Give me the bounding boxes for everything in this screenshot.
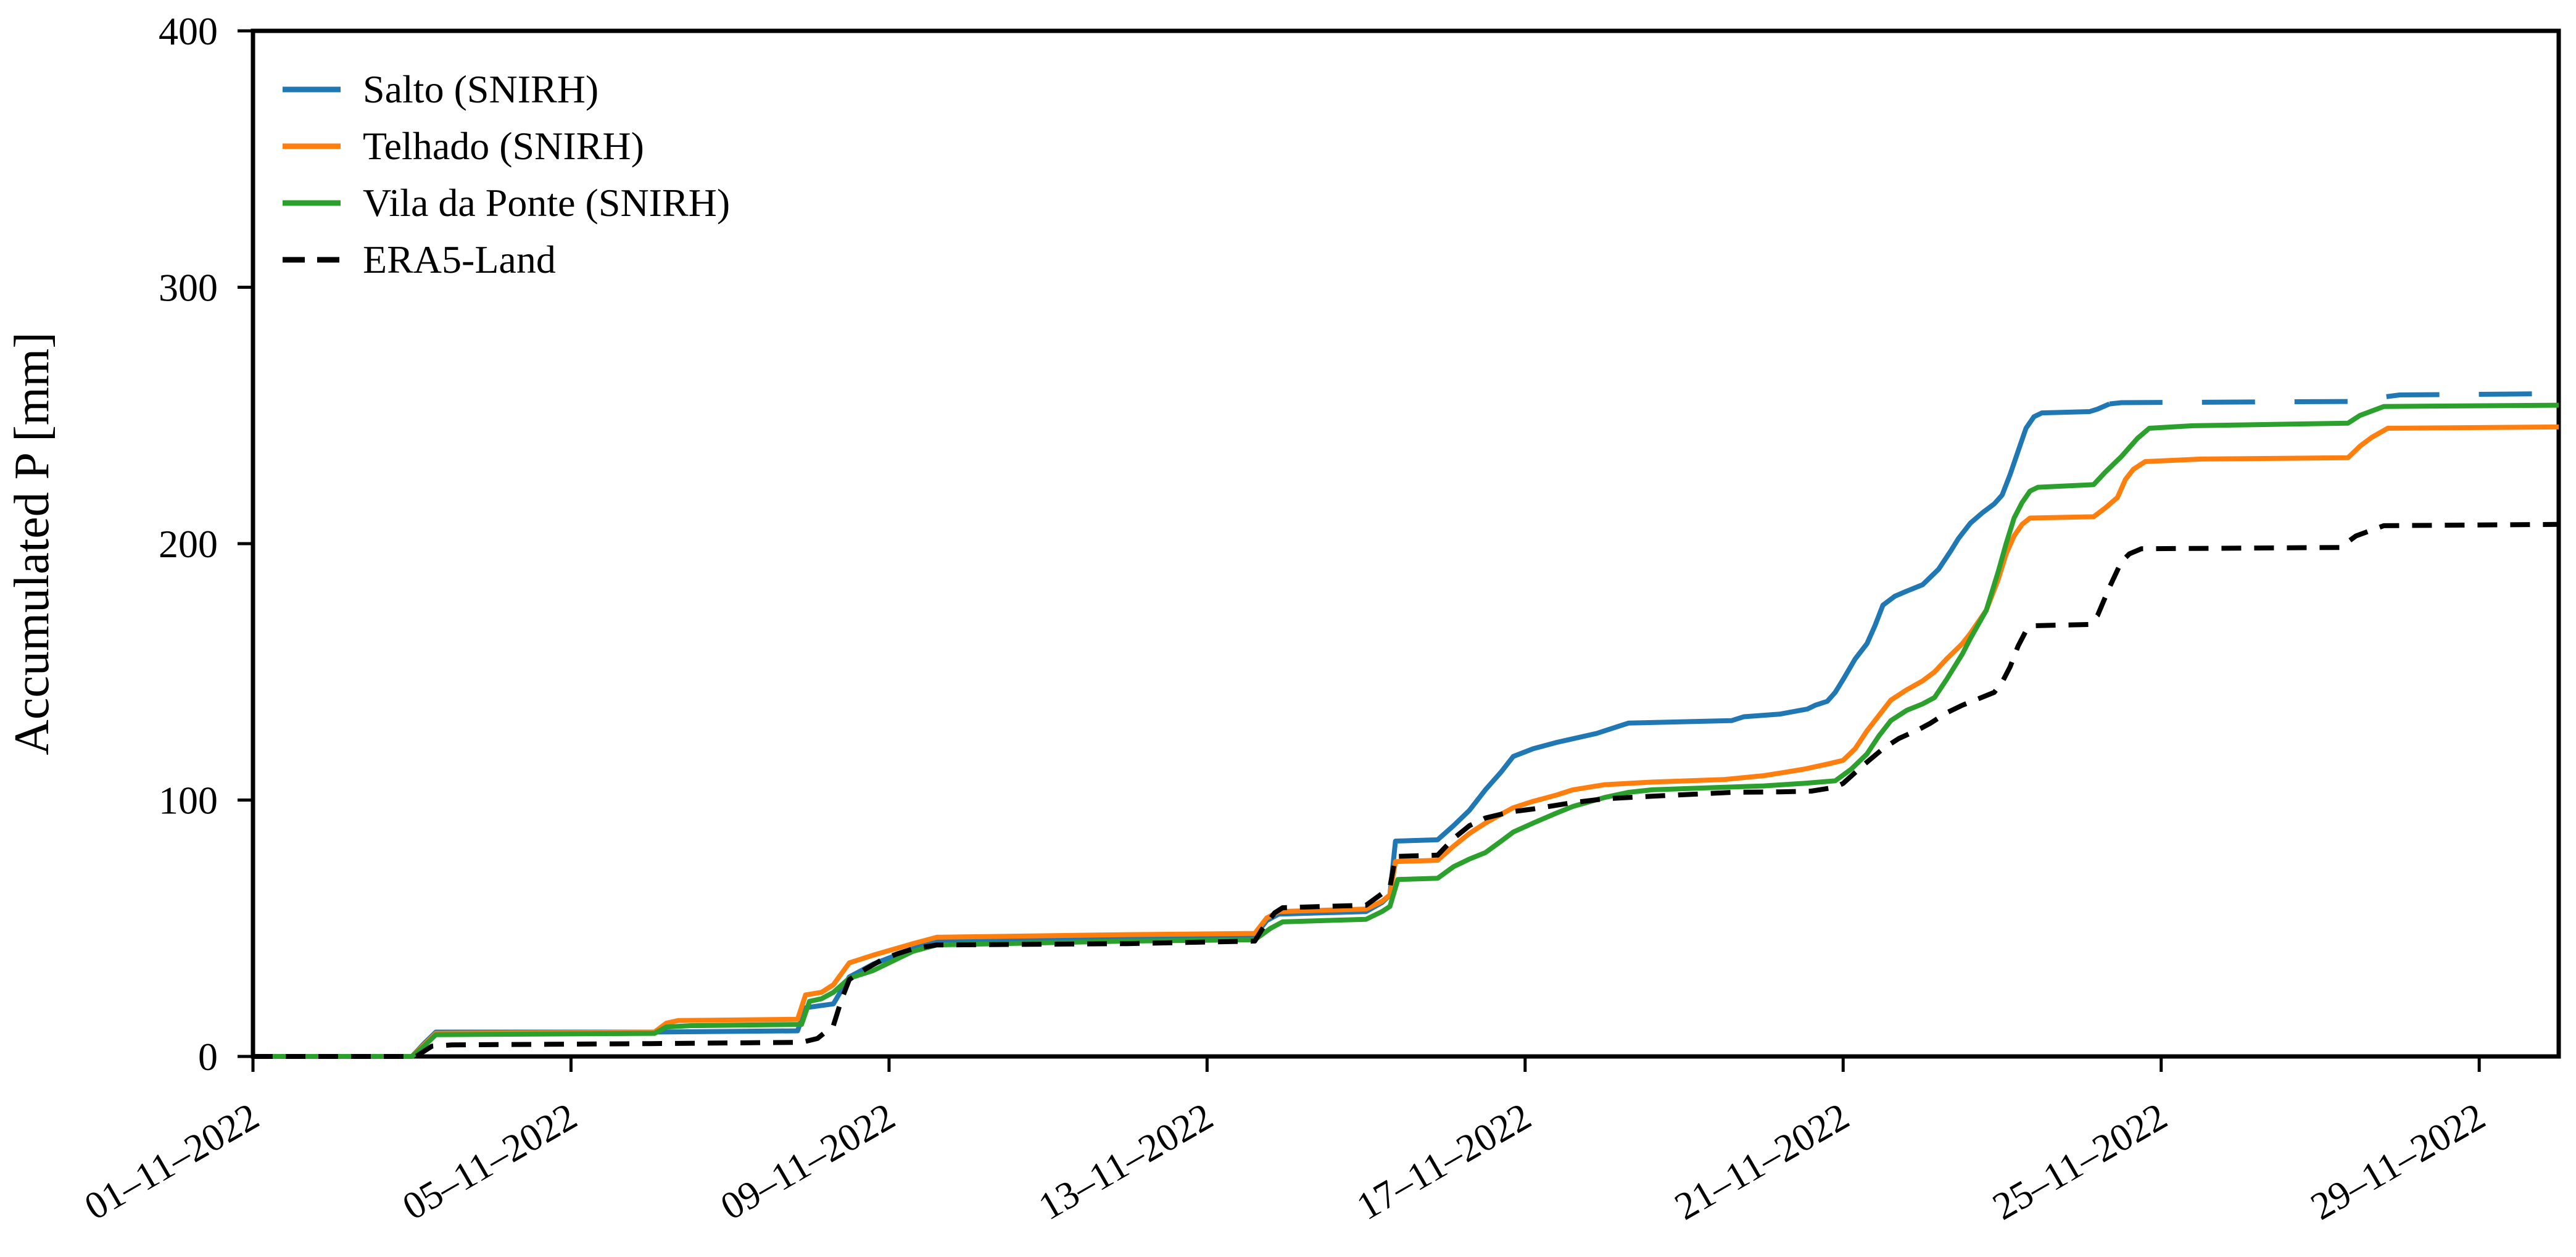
x-tick-label: 25–11–2022 [1986, 1095, 2174, 1229]
series-line-salto-snirh [253, 401, 2111, 1059]
y-tick-label: 200 [159, 522, 218, 566]
x-tick-label: 09–11–2022 [713, 1095, 902, 1229]
y-tick-label: 100 [159, 779, 218, 823]
x-tick-label: 21–11–2022 [1667, 1095, 1856, 1229]
series-line-era5-land [253, 521, 2559, 1059]
legend-label: Vila da Ponte (SNIRH) [363, 181, 730, 225]
x-tick-label: 01–11–2022 [77, 1095, 266, 1229]
y-tick-label: 0 [198, 1035, 218, 1079]
legend-label: Telhado (SNIRH) [363, 124, 644, 168]
legend-label: ERA5-Land [363, 238, 556, 281]
y-axis-title: Accumulated P [mm] [5, 332, 59, 755]
series-line-telhado-snirh [253, 424, 2559, 1059]
x-tick-label: 13–11–2022 [1032, 1095, 1220, 1229]
y-tick-label: 400 [159, 9, 218, 53]
x-tick-label: 17–11–2022 [1349, 1095, 1538, 1229]
x-tick-label: 05–11–2022 [396, 1095, 584, 1229]
y-tick-label: 300 [159, 266, 218, 310]
legend-label: Salto (SNIRH) [363, 67, 598, 111]
series-line-salto-snirh [2109, 391, 2559, 407]
x-tick-label: 29–11–2022 [2303, 1095, 2492, 1229]
series-line-vila-da-ponte-snirh [253, 402, 2559, 1059]
